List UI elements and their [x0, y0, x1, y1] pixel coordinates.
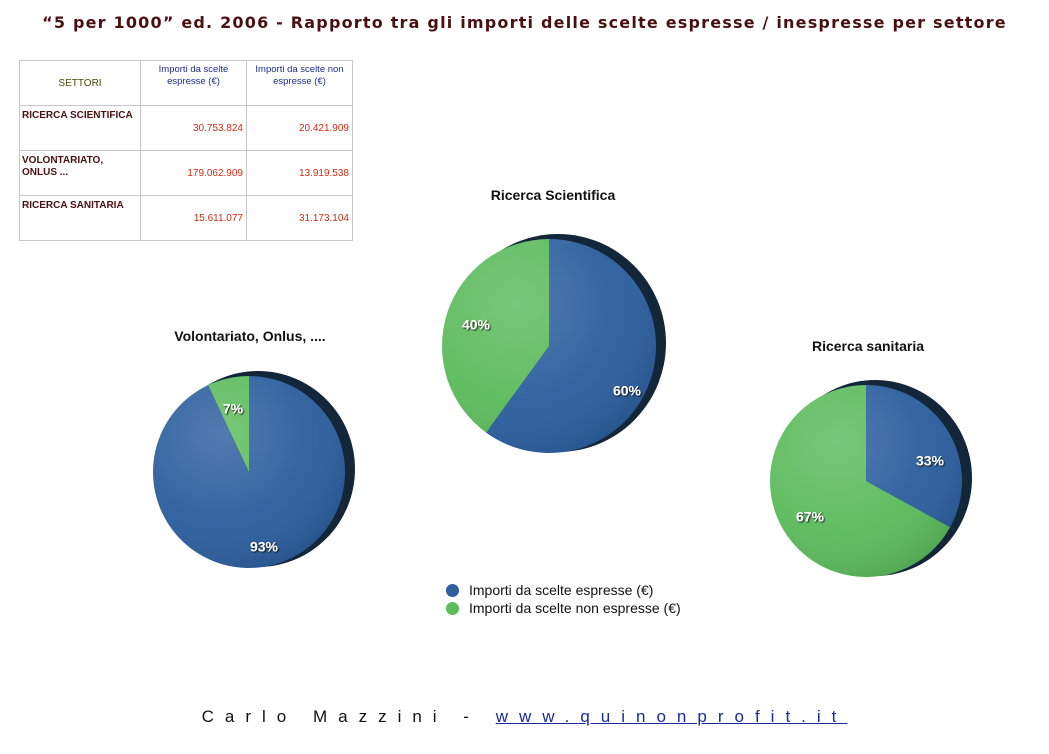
row-espresse: 179.062.909: [140, 150, 247, 196]
data-table: SETTORI Importi da scelte espresse (€) I…: [19, 60, 353, 241]
legend-label-espresse: Importi da scelte espresse (€): [469, 582, 654, 598]
header-espresse: Importi da scelte espresse (€): [140, 60, 247, 106]
table-row: RICERCA SANITARIA 15.611.077 31.173.104: [19, 195, 353, 241]
table-header-row: SETTORI Importi da scelte espresse (€) I…: [19, 60, 353, 106]
pie-label-volontariato-non-espresse: 7%: [223, 401, 244, 417]
header-non-espresse: Importi da scelte non espresse (€): [246, 60, 353, 106]
pie-label-ricerca-sanitaria-espresse: 33%: [916, 453, 945, 469]
row-sector: RICERCA SANITARIA: [19, 195, 141, 241]
row-sector: VOLONTARIATO, ONLUS ...: [19, 150, 141, 196]
pie-title-volontariato: Volontariato, Onlus, ....: [174, 328, 326, 344]
header-sector: SETTORI: [19, 60, 141, 106]
footer-link[interactable]: www.quinonprofit.it: [495, 707, 848, 726]
pie-label-volontariato-espresse: 93%: [250, 539, 279, 555]
row-non-espresse: 31.173.104: [246, 195, 353, 241]
footer: Carlo Mazzini - www.quinonprofit.it: [0, 707, 1049, 727]
pie-title-ricerca-sanitaria: Ricerca sanitaria: [811, 338, 925, 354]
pie-label-ricerca-sanitaria-non-espresse: 67%: [796, 509, 825, 525]
pie-title-ricerca-scientifica: Ricerca Scientifica: [490, 187, 616, 203]
pie-shine-ricerca-sanitaria: [770, 385, 962, 577]
page-title: “5 per 1000” ed. 2006 - Rapporto tra gli…: [42, 13, 1007, 32]
footer-author: Carlo Mazzini -: [201, 707, 496, 726]
legend-item-espresse: Importi da scelte espresse (€): [446, 581, 681, 599]
legend: Importi da scelte espresse (€) Importi d…: [446, 581, 681, 617]
legend-label-non-espresse: Importi da scelte non espresse (€): [469, 600, 681, 616]
row-sector: RICERCA SCIENTIFICA: [19, 105, 141, 151]
legend-swatch-non-espresse: [446, 601, 459, 615]
row-espresse: 15.611.077: [140, 195, 247, 241]
pie-label-ricerca-scientifica-espresse: 60%: [613, 383, 642, 399]
pie-shine-volontariato: [153, 376, 345, 568]
pie-label-ricerca-scientifica-non-espresse: 40%: [462, 317, 491, 333]
row-non-espresse: 20.421.909: [246, 105, 353, 151]
pie-shine-ricerca-scientifica: [442, 239, 656, 453]
legend-item-non-espresse: Importi da scelte non espresse (€): [446, 599, 681, 617]
table-row: RICERCA SCIENTIFICA 30.753.824 20.421.90…: [19, 105, 353, 151]
legend-swatch-espresse: [446, 583, 459, 597]
